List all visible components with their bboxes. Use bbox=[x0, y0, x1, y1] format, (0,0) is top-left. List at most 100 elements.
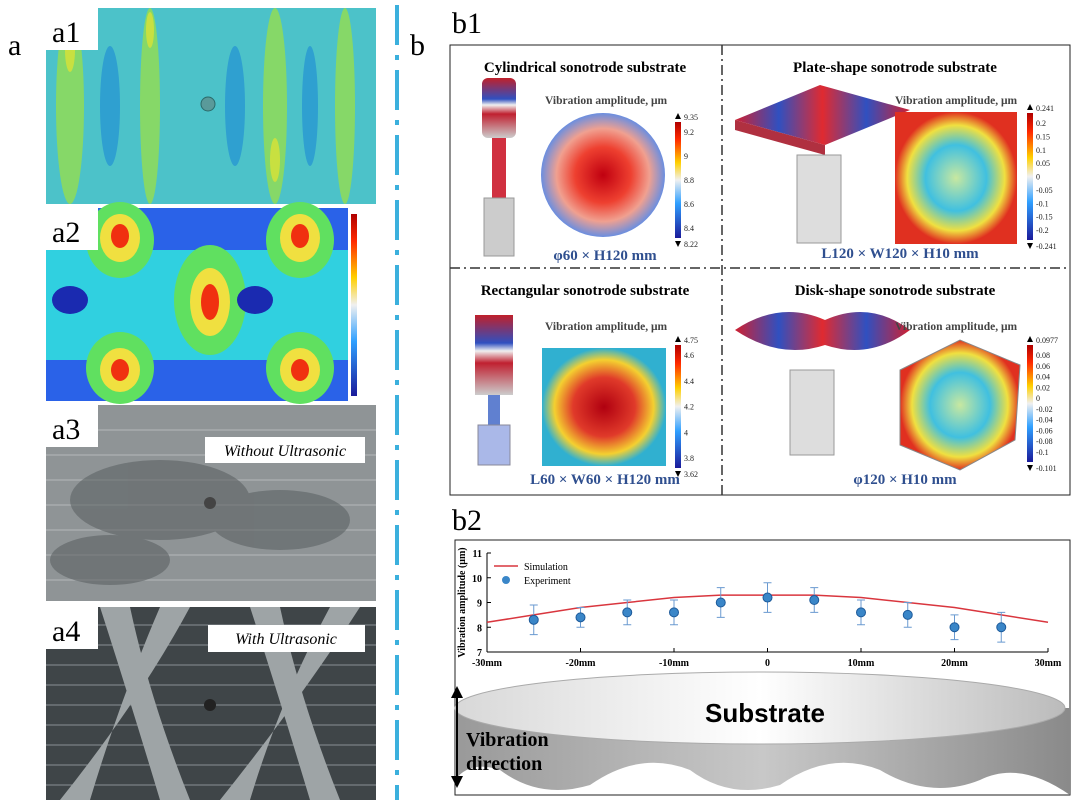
x-tick-label: 10mm bbox=[848, 658, 875, 669]
y-axis-label: Vibration amplitude (μm) bbox=[457, 547, 468, 657]
label: a3 bbox=[52, 413, 80, 446]
photo-a3 bbox=[46, 405, 376, 601]
colorbar-tick: 0 bbox=[1036, 394, 1040, 403]
min-marker bbox=[675, 241, 681, 247]
colorbar-max: 0.241 bbox=[1036, 104, 1054, 113]
x-tick-label: 20mm bbox=[941, 658, 968, 669]
dimension: L60 × W60 × H120 mm bbox=[530, 472, 680, 488]
point bbox=[715, 597, 726, 608]
colorbar-tick: -0.2 bbox=[1036, 226, 1049, 235]
colorbar-tick: 0.2 bbox=[1036, 119, 1046, 128]
label: a1 bbox=[52, 16, 80, 49]
legend-title: Vibration amplitude, μm bbox=[895, 95, 1017, 107]
colorbar-tick: -0.1 bbox=[1036, 199, 1049, 208]
colorbar-tick: 0.05 bbox=[1036, 159, 1050, 168]
x-tick-label: 30mm bbox=[1035, 658, 1062, 669]
panel-title: Cylindrical sonotrode substrate bbox=[484, 60, 687, 76]
point bbox=[669, 607, 679, 618]
point bbox=[996, 622, 1007, 633]
colorbar-tick: 9 bbox=[684, 152, 688, 161]
colorbar-tick: -0.02 bbox=[1036, 405, 1053, 414]
point bbox=[949, 622, 960, 633]
colorbar-tick: 3.8 bbox=[684, 454, 694, 463]
panel-title: Rectangular sonotrode substrate bbox=[481, 283, 690, 299]
label: b2 bbox=[452, 504, 482, 537]
y-tick-label: 9 bbox=[477, 599, 482, 610]
panel-title: Disk-shape sonotrode substrate bbox=[795, 283, 996, 299]
direction-label: direction bbox=[466, 753, 542, 775]
colorbar-tick: 9.2 bbox=[684, 128, 694, 137]
colorbar-tick: -0.05 bbox=[1036, 186, 1053, 195]
legend-swatch bbox=[502, 576, 510, 584]
label: a2 bbox=[52, 216, 80, 249]
b1-box: 9.35 8.22 9.2 9 8.8 8.6 8.4 0.241 -0.241 0.2 0.15 0… bbox=[449, 44, 1071, 496]
max-marker bbox=[1027, 336, 1033, 342]
colorbar-tick: 8.8 bbox=[684, 176, 694, 185]
colorbar-tick: 0.1 bbox=[1036, 146, 1046, 155]
colorbar bbox=[1027, 345, 1033, 462]
min-marker bbox=[675, 471, 681, 477]
label: b1 bbox=[452, 7, 482, 40]
colorbar-tick: -0.1 bbox=[1036, 448, 1049, 457]
colorbar-tick: -0.08 bbox=[1036, 437, 1053, 446]
x-tick-label: -20mm bbox=[566, 658, 597, 669]
colorbar-tick: 4 bbox=[684, 428, 688, 437]
x-tick-label: 0 bbox=[765, 658, 770, 669]
photo-caption: Without Ultrasonic bbox=[224, 443, 346, 460]
dimension: φ120 × H10 mm bbox=[853, 472, 957, 488]
colorbar bbox=[1027, 113, 1033, 240]
colorbar-tick: 8.4 bbox=[684, 224, 694, 233]
dimension: φ60 × H120 mm bbox=[553, 248, 657, 264]
legend-label: Simulation bbox=[524, 562, 568, 573]
colorbar-tick: 4.4 bbox=[684, 377, 694, 386]
panel-title: Plate-shape sonotrode substrate bbox=[793, 60, 997, 76]
y-tick-label: 11 bbox=[473, 549, 482, 560]
colorbar-max: 0.0977 bbox=[1036, 336, 1058, 345]
dimension: L120 × W120 × H10 mm bbox=[821, 246, 979, 262]
colorbar-tick: 0.08 bbox=[1036, 351, 1050, 360]
colorbar-min: 3.62 bbox=[684, 470, 698, 479]
colorbar-tick: -0.15 bbox=[1036, 213, 1053, 222]
colorbar-tick: 8.6 bbox=[684, 200, 694, 209]
photo-caption: With Ultrasonic bbox=[235, 631, 337, 648]
colorbar-max: 4.75 bbox=[684, 336, 698, 345]
point bbox=[902, 609, 913, 620]
point bbox=[622, 607, 633, 618]
colorbar-min: -0.101 bbox=[1036, 464, 1057, 473]
colorbar-tick: 0.15 bbox=[1036, 132, 1050, 141]
colorbar bbox=[675, 122, 681, 238]
point bbox=[762, 592, 773, 603]
point bbox=[528, 614, 539, 625]
colorbar-tick: -0.06 bbox=[1036, 426, 1053, 435]
label: b bbox=[410, 29, 425, 62]
substrate-label: Substrate bbox=[705, 698, 825, 728]
min-marker bbox=[1027, 465, 1033, 471]
point bbox=[809, 595, 820, 606]
y-tick-label: 10 bbox=[472, 574, 482, 585]
colorbar-tick: -0.04 bbox=[1036, 416, 1053, 425]
colorbar-tick: 0.02 bbox=[1036, 383, 1050, 392]
y-tick-label: 7 bbox=[477, 648, 482, 659]
legend-title: Vibration amplitude, μm bbox=[545, 321, 667, 333]
colorbar bbox=[675, 345, 681, 468]
min-marker bbox=[1027, 243, 1033, 249]
colorbar-tick: 4.6 bbox=[684, 351, 694, 360]
x-tick-label: -30mm bbox=[472, 658, 503, 669]
label: a bbox=[8, 29, 21, 62]
point bbox=[575, 612, 586, 623]
direction-label: Vibration bbox=[466, 729, 549, 751]
y-tick-label: 8 bbox=[477, 623, 482, 634]
max-marker bbox=[675, 113, 681, 119]
point bbox=[856, 607, 866, 618]
photo-a4 bbox=[46, 607, 376, 800]
max-marker bbox=[675, 336, 681, 342]
colorbar-min: 8.22 bbox=[684, 240, 698, 249]
b2-box: 7 8 9 10 11 -30mm -20mm -10mm 0 10mm 20mm 30mm Vibra… bbox=[451, 539, 1071, 796]
label: a4 bbox=[52, 615, 80, 648]
colorbar-max: 9.35 bbox=[684, 113, 698, 122]
colorbar-tick: 0.04 bbox=[1036, 373, 1050, 382]
colorbar-tick: 0 bbox=[1036, 173, 1040, 182]
legend-label: Experiment bbox=[524, 576, 571, 587]
max-marker bbox=[1027, 104, 1033, 110]
